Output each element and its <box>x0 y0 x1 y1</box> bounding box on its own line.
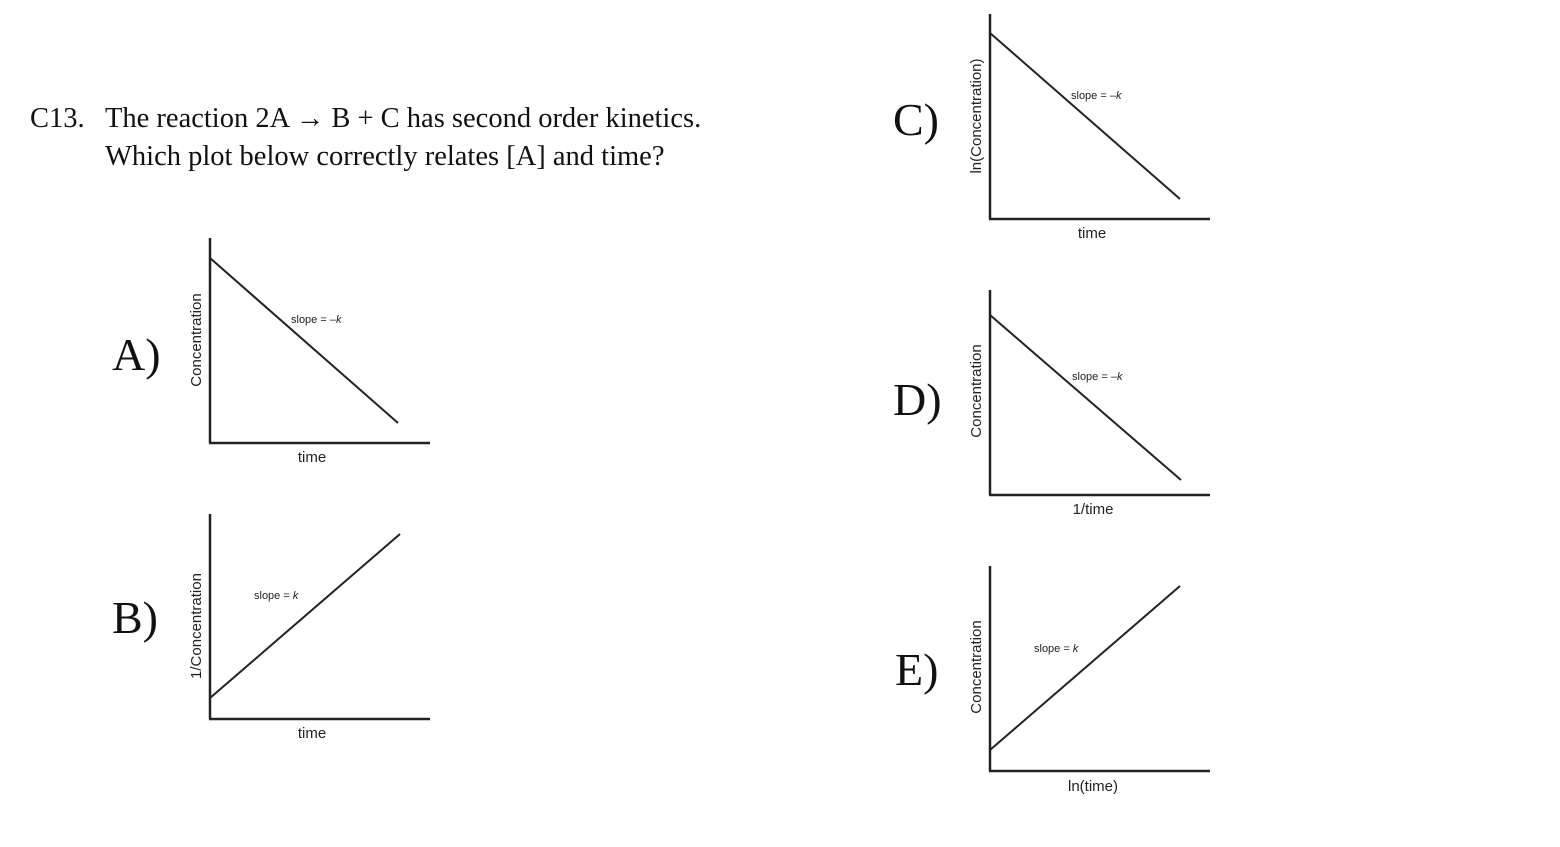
question-number: C13. <box>30 103 85 134</box>
slope-label: slope = –k <box>1071 90 1122 102</box>
option-b-plot: slope = k time 1/Concentration <box>180 511 440 746</box>
slope-label: slope = –k <box>1072 371 1123 383</box>
y-axis-label: Concentration <box>968 344 985 437</box>
option-d-plot: slope = –k 1/time Concentration <box>960 287 1220 522</box>
trend-line <box>989 32 1181 200</box>
option-a-letter[interactable]: A) <box>112 329 161 380</box>
y-axis-label: Concentration <box>968 620 985 713</box>
x-axis-label: ln(time) <box>1068 778 1118 795</box>
y-axis-label: 1/Concentration <box>188 573 205 679</box>
option-c-plot: slope = –k time ln(Concentration) <box>960 11 1220 246</box>
trend-line <box>989 314 1182 481</box>
x-axis-label: time <box>1078 225 1106 242</box>
x-axis-label: time <box>298 725 326 742</box>
x-axis-label: 1/time <box>1073 501 1114 518</box>
trend-line <box>209 257 399 424</box>
trend-line <box>209 533 401 699</box>
option-a-plot: slope = –k time Concentration <box>180 235 440 470</box>
y-axis-label: Concentration <box>188 293 205 386</box>
trend-line <box>989 585 1181 751</box>
x-axis-label: time <box>298 449 326 466</box>
option-e-plot: slope = k ln(time) Concentration <box>960 563 1220 798</box>
slope-label: slope = k <box>254 590 299 602</box>
slope-label: slope = –k <box>291 314 342 326</box>
slope-label: slope = k <box>1034 643 1079 655</box>
option-c-letter[interactable]: C) <box>893 94 939 145</box>
option-e-letter[interactable]: E) <box>895 644 939 695</box>
option-b-letter[interactable]: B) <box>112 592 158 643</box>
y-axis-label: ln(Concentration) <box>968 58 985 173</box>
option-d-letter[interactable]: D) <box>893 374 942 425</box>
question-text: The reaction 2A → B + C has second order… <box>105 103 702 172</box>
